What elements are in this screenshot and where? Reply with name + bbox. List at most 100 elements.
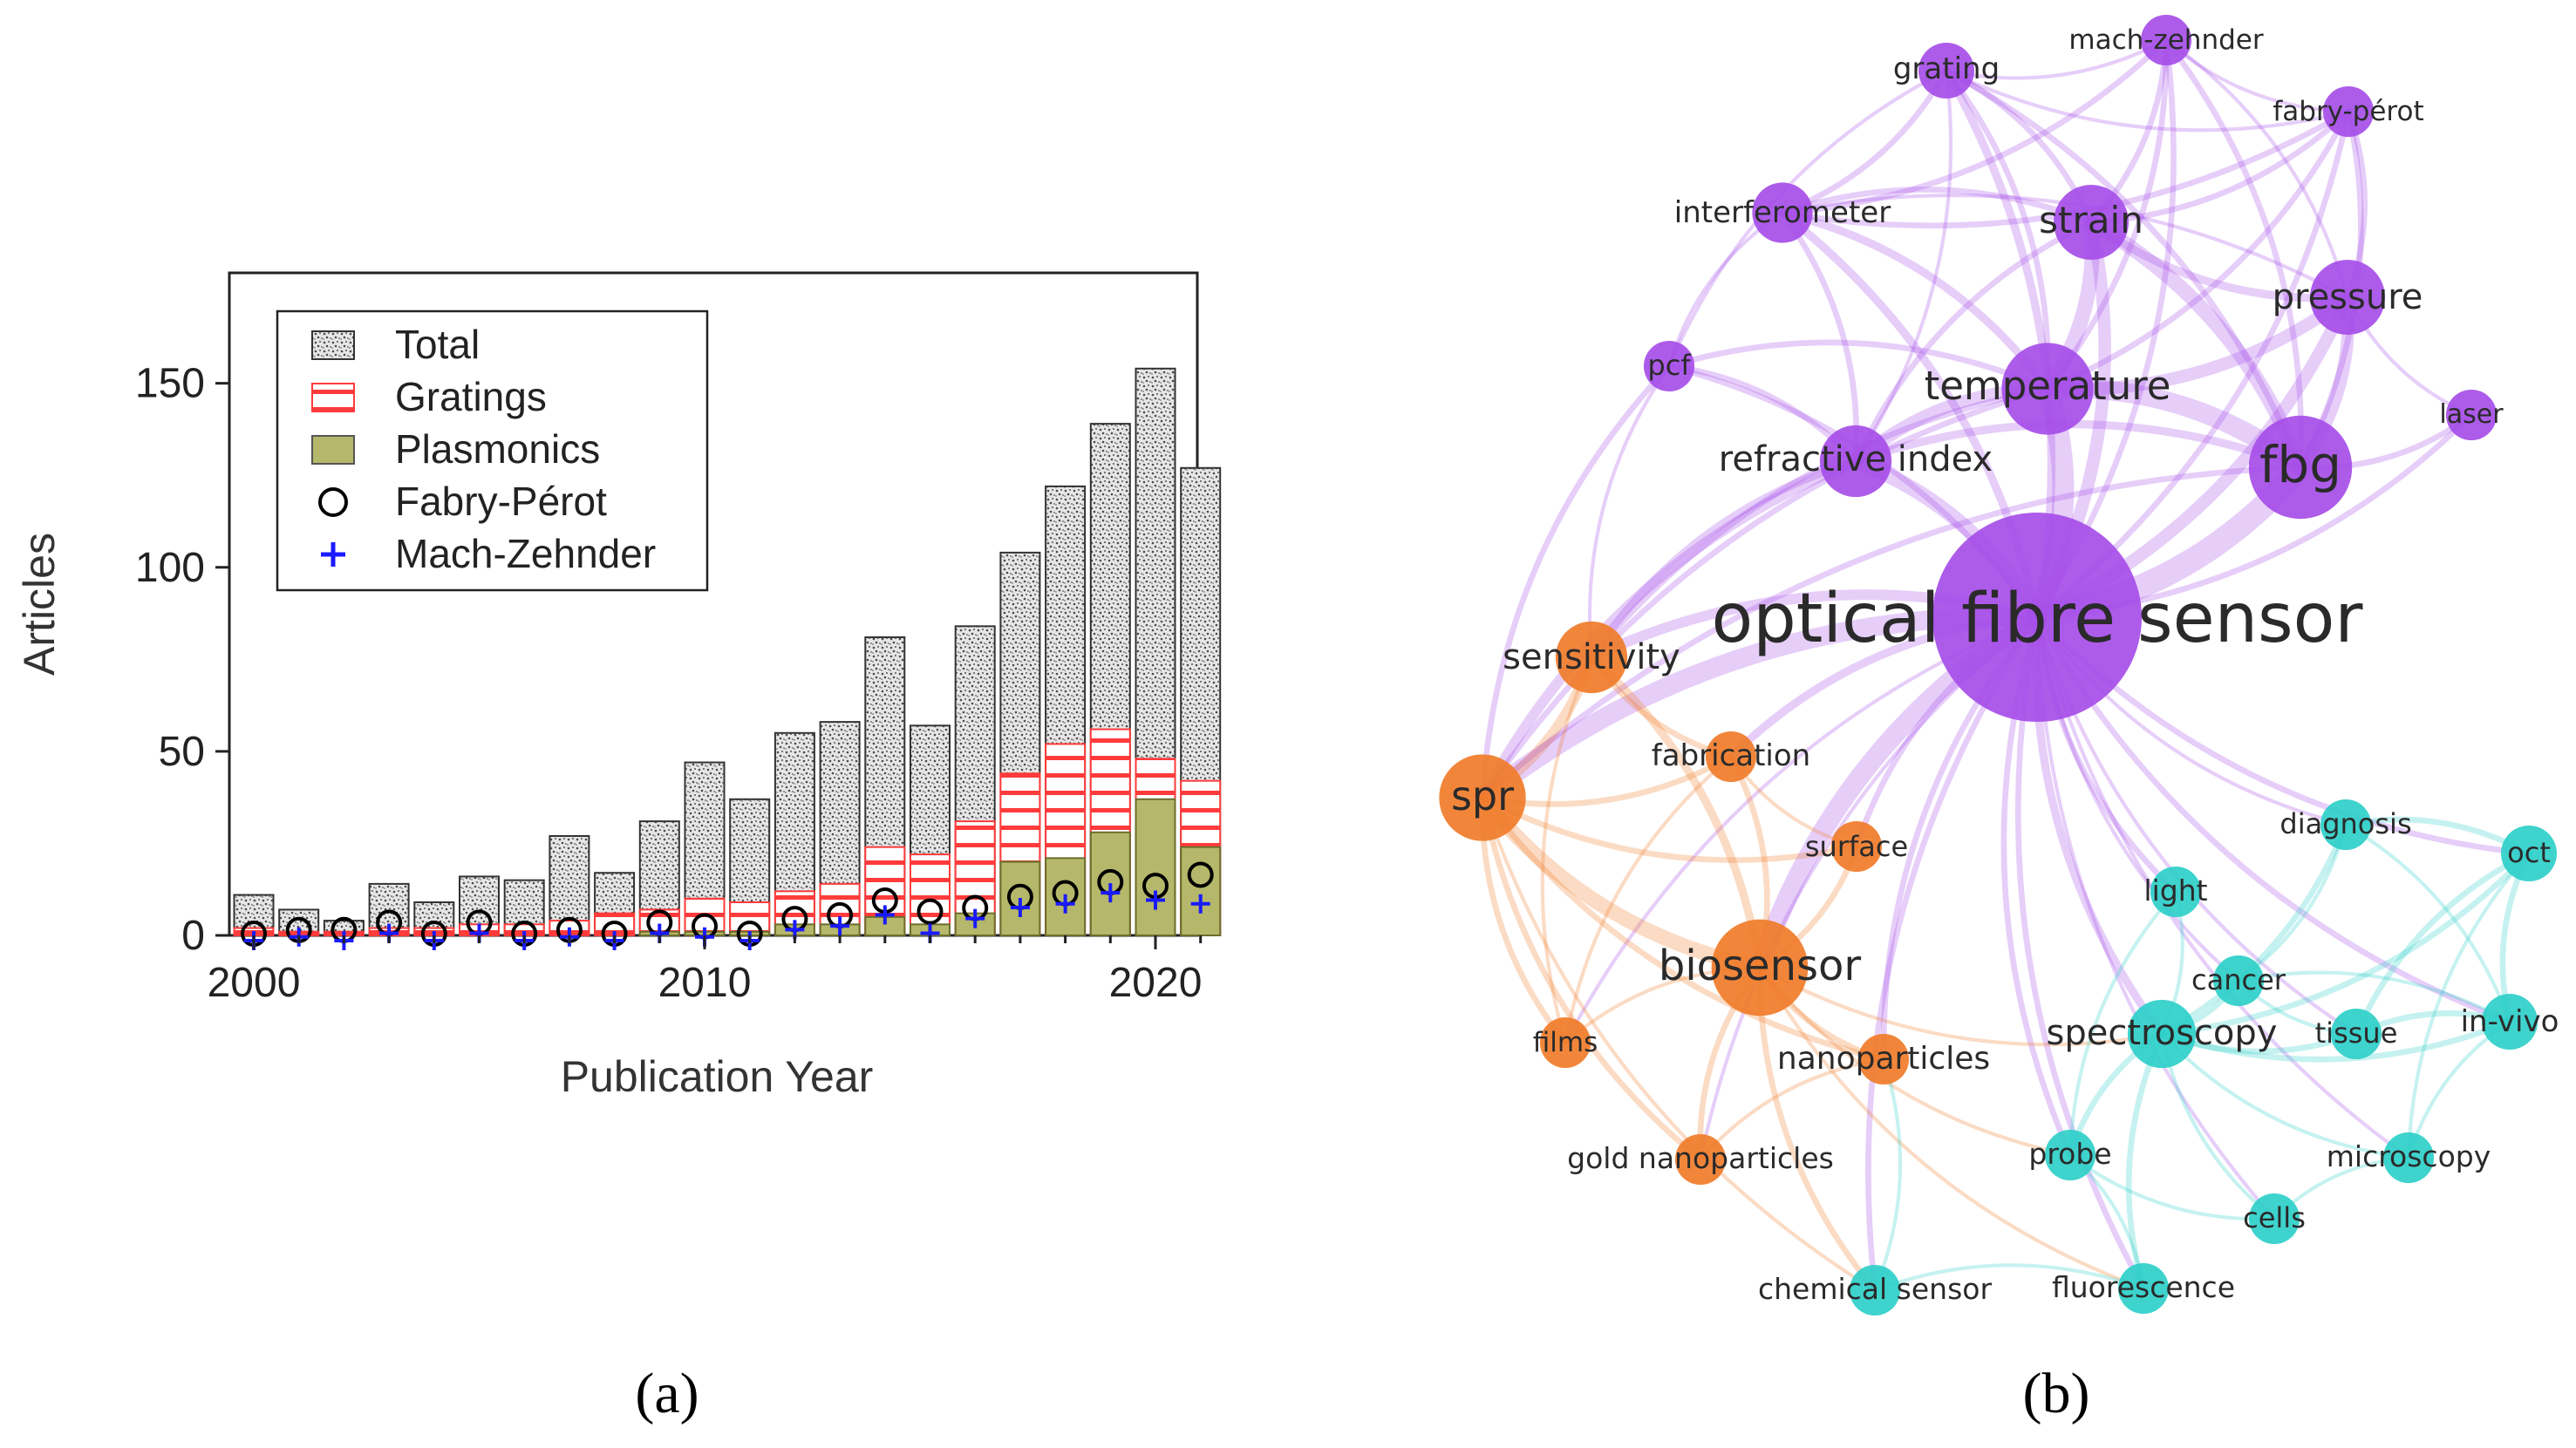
marker-mach-zehnder-2017 (1010, 898, 1030, 917)
edge-spectroscopy-microscopy (2159, 1031, 2411, 1160)
x-tick-label-2020: 2020 (1109, 960, 1203, 1006)
node-label-probe: probe (2028, 1137, 2111, 1171)
panel-label-a: (a) (635, 1362, 699, 1425)
edge-pcf-spr (1479, 363, 1673, 801)
node-label-pcf: pcf (1647, 349, 1691, 382)
edge-biosensor-sensitivity (1587, 653, 1764, 972)
edge-temperature-pcf (1666, 339, 2051, 392)
node-nanoparticles (1857, 1033, 1910, 1085)
edge-pcf-sensitivity (1587, 364, 1672, 660)
node-diagnosis (2320, 799, 2372, 851)
node-label-surface: surface (1805, 830, 1908, 863)
marker-mach-zehnder-2013 (830, 916, 850, 936)
edge-biosensor-fluorescence (1757, 965, 2146, 1291)
legend: Total Gratings Plasmonics Fabry-Pérot Ma… (276, 309, 709, 592)
bar-gratings-2011 (729, 901, 771, 936)
node-cancer (2212, 955, 2265, 1007)
edge-strain-refractive-index (1852, 219, 2095, 465)
node-mach-zehnder (2140, 14, 2192, 66)
node-label-optical-fibre-sensor: optical fibre sensor (1712, 580, 2364, 658)
marker-mach-zehnder-2020 (1146, 890, 1165, 910)
node-label-oct: oct (2507, 836, 2551, 869)
node-laser (2445, 389, 2498, 441)
node-label-laser: laser (2439, 399, 2504, 430)
edge-pressure-mach-zehnder (2164, 37, 2350, 300)
node-probe (2044, 1129, 2096, 1181)
node-in-vivo (2482, 994, 2538, 1050)
edge-refractive-index-sensitivity (1587, 457, 1860, 662)
marker-mach-zehnder-2019 (1101, 883, 1121, 903)
bar-plasmonics-2021 (1180, 846, 1222, 937)
edge-grating-fabry-perot (1944, 68, 2351, 133)
edge-spr-gold-nanoparticles (1479, 794, 1704, 1163)
legend-swatch-plasmonics (311, 435, 355, 465)
y-tick-label-100: 100 (135, 545, 205, 591)
node-label-mach-zehnder: mach-zehnder (2068, 24, 2263, 56)
node-label-biosensor: biosensor (1659, 942, 1862, 990)
node-label-strain: strain (2039, 199, 2143, 241)
node-microscopy (2382, 1132, 2435, 1184)
legend-swatch-gratings (311, 383, 355, 412)
node-pressure (2310, 260, 2385, 335)
node-label-spr: spr (1451, 772, 1514, 819)
network-nodes (1439, 14, 2557, 1316)
node-label-temperature: temperature (1925, 363, 2171, 409)
legend-label-plasmonics: Plasmonics (395, 426, 600, 472)
node-label-pressure: pressure (2273, 277, 2423, 317)
node-gold-nanoparticles (1674, 1133, 1727, 1186)
y-tick-label-50: 50 (159, 729, 205, 775)
node-label-films: films (1533, 1027, 1598, 1058)
edge-oct-microscopy (2406, 851, 2532, 1160)
edge-in-vivo-diagnosis (2343, 822, 2512, 1024)
node-label-chemical-sensor: chemical sensor (1758, 1272, 1992, 1306)
marker-fabry-perot-2015 (917, 898, 944, 925)
node-fabrication (1705, 731, 1757, 783)
edge-temperature-mach-zehnder (2044, 37, 2170, 392)
node-oct (2501, 826, 2557, 881)
edge-spr-chemical-sensor (1480, 795, 1877, 1293)
edge-oct-tissue (2353, 850, 2532, 1037)
edge-temperature-sensitivity (1588, 385, 2051, 661)
legend-label-mach-zehnder: Mach-Zehnder (395, 531, 656, 576)
edge-fbg-refractive-index (1851, 419, 2305, 472)
node-label-cells: cells (2243, 1201, 2306, 1234)
node-temperature (2001, 343, 2094, 435)
node-biosensor (1711, 919, 1809, 1016)
node-fbg (2248, 415, 2353, 520)
edge-interferometer-mach-zehnder (1779, 37, 2170, 216)
edge-light-probe (2068, 889, 2178, 1158)
y-tick-label-0: 0 (181, 913, 205, 959)
node-films (1539, 1016, 1591, 1069)
node-label-nanoparticles: nanoparticles (1777, 1041, 1990, 1077)
edge-fbg-mach-zehnder (2163, 37, 2304, 471)
node-label-interferometer: interferometer (1674, 195, 1891, 230)
node-chemical-sensor (1849, 1264, 1901, 1316)
legend-label-fabry-perot: Fabry-Pérot (395, 479, 607, 524)
edge-spectroscopy-diagnosis (2158, 821, 2349, 1037)
legend-label-total: Total (395, 322, 480, 367)
x-tick-label-2000: 2000 (208, 960, 301, 1006)
node-label-cancer: cancer (2191, 963, 2286, 996)
edge-temperature-fabry-perot (2044, 108, 2352, 392)
node-label-in-vivo: in-vivo (2461, 1004, 2559, 1039)
marker-mach-zehnder-2014 (875, 905, 895, 925)
y-axis-title: Articles (15, 533, 64, 676)
x-tick-label-2010: 2010 (658, 960, 752, 1006)
edge-refractive-index-grating (1853, 68, 1953, 464)
node-label-spectroscopy: spectroscopy (2047, 1013, 2278, 1053)
node-strain (2054, 185, 2129, 260)
legend-label-gratings: Gratings (395, 374, 547, 419)
node-label-gold-nanoparticles: gold nanoparticles (1567, 1141, 1834, 1175)
node-label-fabrication: fabrication (1652, 738, 1810, 773)
node-sensitivity (1555, 621, 1628, 694)
node-cells (2248, 1193, 2300, 1245)
edge-fbg-grating (1943, 67, 2304, 471)
node-fabry-perot (2322, 85, 2375, 138)
node-label-sensitivity: sensitivity (1503, 637, 1680, 677)
node-grating (1918, 43, 1974, 99)
node-pcf (1643, 340, 1695, 392)
panel-b-network: optical fibre sensor fbg temperature strain… (1439, 14, 2559, 1425)
edge-fabrication-films (1563, 754, 1734, 1045)
marker-mach-zehnder-2021 (1190, 894, 1210, 914)
edge-refractive-index-spr (1477, 456, 1861, 803)
